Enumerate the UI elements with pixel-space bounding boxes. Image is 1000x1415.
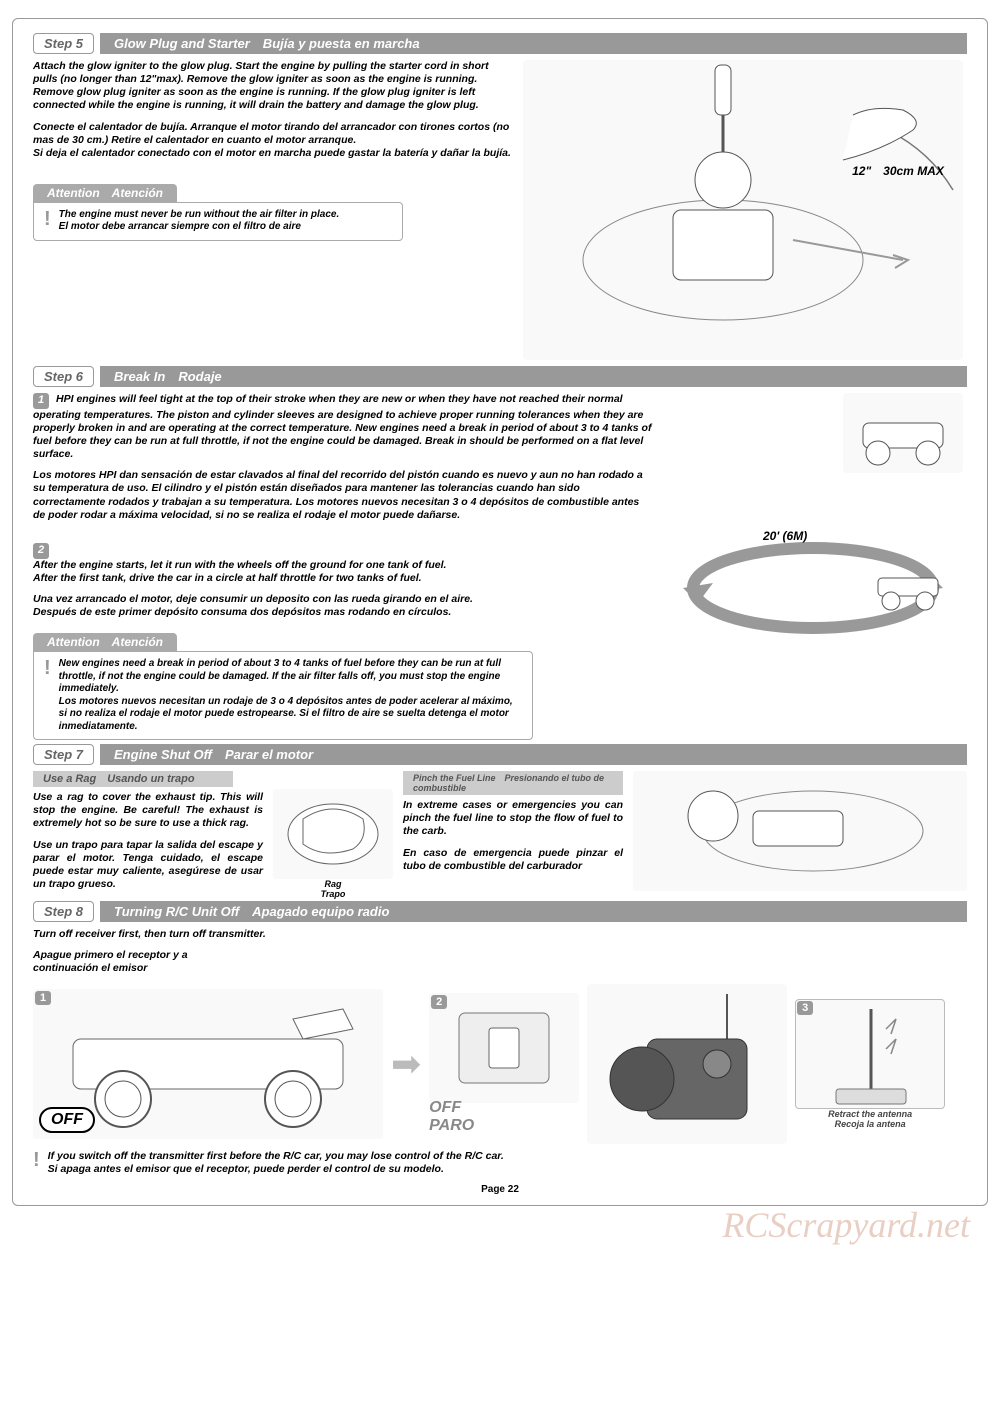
exclamation-icon: ! — [44, 209, 51, 229]
engine-starter-illustration — [523, 60, 963, 360]
rag-es: Use un trapo para tapar la salida del es… — [33, 839, 263, 892]
antenna-illustration — [795, 999, 945, 1109]
step8-header: Step 8 Turning R/C Unit Off Apagado equi… — [33, 901, 967, 922]
step8-badge-1: 1 — [35, 991, 51, 1005]
step5-title: Glow Plug and Starter Bujía y puesta en … — [100, 33, 967, 54]
step8-warn-es: Si apaga antes el emisor que el receptor… — [48, 1163, 504, 1176]
step6-badge-1: 1 — [33, 393, 49, 409]
step6-label: Step 6 — [33, 366, 94, 387]
step5-header: Step 5 Glow Plug and Starter Bujía y pue… — [33, 33, 967, 54]
step6-p1-es: Los motores HPI dan sensación de estar c… — [33, 469, 653, 522]
exclamation-icon: ! — [44, 658, 51, 678]
pinch-en: In extreme cases or emergencies you can … — [403, 799, 623, 838]
step5-attention-en: The engine must never be run without the… — [59, 209, 340, 222]
off-badge: OFF — [39, 1107, 95, 1133]
step8-warn-en: If you switch off the transmitter first … — [48, 1150, 504, 1163]
watermark: RCScrapyard.net — [0, 1204, 1000, 1246]
retract-es: Recoja la antena — [795, 1119, 945, 1129]
pinch-header: Pinch the Fuel Line Presionando el tubo … — [403, 771, 623, 795]
exclamation-icon: ! — [33, 1150, 40, 1170]
step6-attention-es: Los motores nuevos necesitan un rodaje d… — [59, 696, 522, 734]
rag-header: Use a Rag Usando un trapo — [33, 771, 233, 787]
off-paro-label: OFF PARO — [429, 1099, 579, 1134]
step5-instr-es: Conecte el calentador de bujía. Arranque… — [33, 121, 513, 160]
receiver-box-illustration — [429, 993, 579, 1103]
step8-badge-3: 3 — [797, 1001, 813, 1015]
step8-instr-en: Turn off receiver first, then turn off t… — [33, 928, 967, 941]
step8-title: Turning R/C Unit Off Apagado equipo radi… — [100, 901, 967, 922]
step7-label: Step 7 — [33, 744, 94, 765]
step6-attention-label: Attention Atención — [33, 633, 177, 651]
step6-p2-en: After the engine starts, let it run with… — [33, 559, 446, 584]
pinch-es: En caso de emergencia puede pinzar el tu… — [403, 847, 623, 873]
step7-title: Engine Shut Off Parar el motor — [100, 744, 967, 765]
arrow-icon: ➡ — [391, 1043, 421, 1085]
step6-p1-en: HPI engines will feel tight at the top o… — [33, 393, 651, 460]
step6-badge-2: 2 — [33, 543, 49, 559]
step6-header: Step 6 Break In Rodaje — [33, 366, 967, 387]
pull-length-label: 12" 30cm MAX — [833, 164, 963, 178]
engine-svg — [523, 60, 963, 360]
step8-instr-es: Apague primero el receptor y a continuac… — [33, 949, 233, 975]
step5-instr-en: Attach the glow igniter to the glow plug… — [33, 60, 513, 113]
step6-p2-es: Una vez arrancado el motor, deje consumi… — [33, 593, 653, 619]
truck-illustration — [843, 393, 963, 473]
circle-diameter-label: 20' (6M) — [763, 529, 807, 543]
step5-label: Step 5 — [33, 33, 94, 54]
step5-attention-label: Attention Atención — [33, 184, 177, 202]
rag-illustration — [273, 789, 393, 879]
step5-attention-es: El motor debe arrancar siempre con el fi… — [59, 221, 340, 234]
step8-badge-2: 2 — [431, 995, 447, 1009]
step6-attention-en: New engines need a break in period of ab… — [59, 658, 522, 696]
rag-label: Rag Trapo — [273, 879, 393, 899]
transmitter-illustration — [587, 984, 787, 1144]
retract-en: Retract the antenna — [795, 1109, 945, 1119]
step8-label: Step 8 — [33, 901, 94, 922]
page-number: Page 22 — [33, 1184, 967, 1195]
pinch-illustration — [633, 771, 967, 891]
step7-header: Step 7 Engine Shut Off Parar el motor — [33, 744, 967, 765]
step6-title: Break In Rodaje — [100, 366, 967, 387]
rag-en: Use a rag to cover the exhaust tip. This… — [33, 791, 263, 830]
